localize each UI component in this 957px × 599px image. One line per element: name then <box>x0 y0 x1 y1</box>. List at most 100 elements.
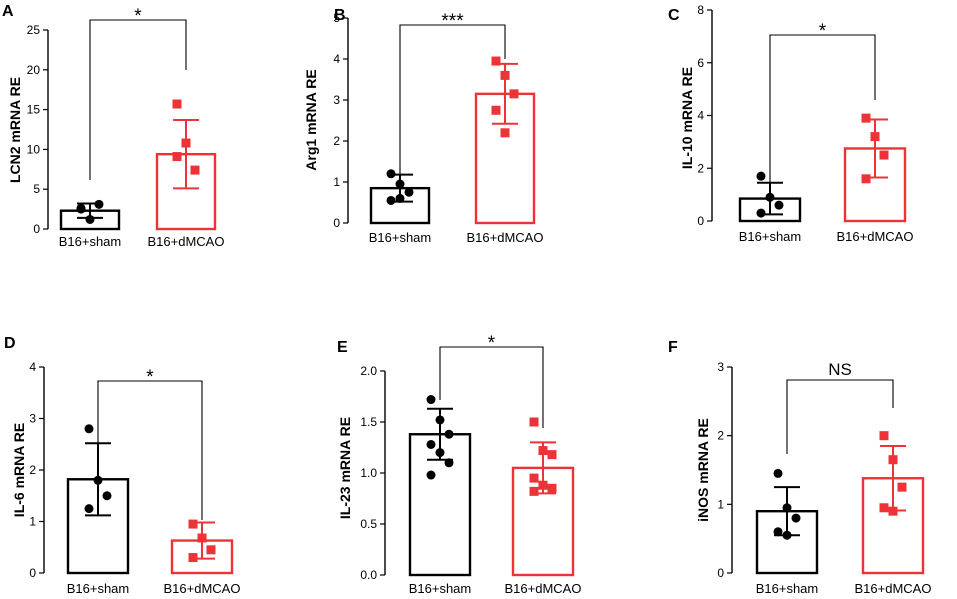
panel-f: F 0 1 2 3 iNOS mRNA RE B16+sham B16+dMCAO NS <box>668 339 931 596</box>
y-tick-label: 15 <box>27 103 41 117</box>
category-label-dmcao: B16+dMCAO <box>837 229 914 244</box>
panel-letter: F <box>668 339 678 356</box>
point-sham <box>386 195 396 205</box>
y-tick-label: 1.5 <box>360 415 377 429</box>
point-sham <box>84 504 94 514</box>
point-dmcao <box>861 174 871 184</box>
panel-letter: C <box>668 7 680 24</box>
point-sham <box>395 179 405 189</box>
y-tick-label: 4 <box>29 360 36 374</box>
y-tick-label: 6 <box>697 56 704 70</box>
y-tick-label: 2 <box>697 161 704 175</box>
point-sham <box>782 503 792 513</box>
y-tick-label: 0.0 <box>360 568 377 582</box>
point-sham <box>386 169 396 179</box>
point-dmcao <box>500 128 510 138</box>
y-tick-label: 25 <box>27 23 41 37</box>
y-tick-label: 0.5 <box>360 517 377 531</box>
point-dmcao <box>529 417 539 427</box>
y-tick-label: 0 <box>697 214 704 228</box>
point-dmcao <box>188 519 198 529</box>
point-dmcao <box>491 56 501 66</box>
point-dmcao <box>509 89 519 99</box>
y-axis-label: IL-10 mRNA RE <box>679 67 695 169</box>
y-axis-label: Arg1 mRNA RE <box>303 69 319 170</box>
point-sham <box>774 200 784 210</box>
y-tick-label: 1 <box>717 497 724 511</box>
point-sham <box>444 429 454 439</box>
category-label-sham: B16+sham <box>67 581 130 596</box>
point-dmcao <box>190 165 200 175</box>
point-dmcao <box>206 545 216 555</box>
point-dmcao <box>879 150 889 160</box>
point-sham <box>435 415 445 425</box>
y-tick-label: 5 <box>33 182 40 196</box>
point-dmcao <box>547 483 557 493</box>
significance-label: * <box>488 333 496 354</box>
point-dmcao <box>529 486 539 496</box>
panel-letter: D <box>4 335 16 352</box>
y-tick-label: 3 <box>29 412 36 426</box>
y-tick-label: 8 <box>697 3 704 17</box>
y-tick-label: 0 <box>33 222 40 236</box>
significance-label: *** <box>441 11 464 32</box>
y-tick-label: 3 <box>333 93 340 107</box>
significance-label: * <box>134 6 142 27</box>
point-dmcao <box>547 450 557 460</box>
point-sham <box>791 513 801 523</box>
y-tick-label: 1.0 <box>360 466 377 480</box>
point-sham <box>426 395 436 405</box>
point-dmcao <box>888 506 898 516</box>
significance-label: * <box>146 367 154 388</box>
significance-bracket <box>786 379 894 454</box>
y-axis-label: LCN2 mRNA RE <box>7 77 23 183</box>
point-dmcao <box>538 446 548 456</box>
y-tick-label: 10 <box>27 142 41 156</box>
point-sham <box>76 204 86 214</box>
category-label-sham: B16+sham <box>409 581 472 596</box>
y-axis-label: IL-23 mRNA RE <box>337 417 353 519</box>
y-tick-label: 3 <box>717 360 724 374</box>
category-label-dmcao: B16+dMCAO <box>467 230 544 245</box>
point-dmcao <box>500 70 510 80</box>
point-sham <box>765 192 775 202</box>
point-sham <box>395 193 405 203</box>
point-sham <box>756 171 766 181</box>
y-tick-label: 2 <box>717 429 724 443</box>
category-label-sham: B16+sham <box>756 581 819 596</box>
significance-label: * <box>819 21 827 42</box>
point-sham <box>444 458 454 468</box>
point-dmcao <box>888 455 898 465</box>
point-sham <box>404 187 414 197</box>
point-dmcao <box>188 553 198 563</box>
y-tick-label: 2 <box>29 463 36 477</box>
point-sham <box>102 491 112 501</box>
y-tick-label: 2.0 <box>360 364 377 378</box>
point-dmcao <box>861 113 871 123</box>
point-sham <box>435 448 445 458</box>
category-label-sham: B16+sham <box>369 230 432 245</box>
point-dmcao <box>181 138 191 148</box>
y-tick-label: 4 <box>697 109 704 123</box>
y-tick-label: 0 <box>29 566 36 580</box>
point-dmcao <box>538 480 548 490</box>
significance-bracket <box>97 380 203 520</box>
category-label-dmcao: B16+dMCAO <box>148 234 225 249</box>
point-dmcao <box>172 152 182 162</box>
point-sham <box>84 424 94 434</box>
category-label-dmcao: B16+dMCAO <box>855 581 932 596</box>
y-tick-label: 5 <box>333 11 340 25</box>
y-tick-label: 2 <box>333 134 340 148</box>
panel-a: A 0 5 10 15 20 25 LCN2 mRNA RE B16+sham B16+dMCAO… <box>2 3 224 249</box>
point-sham <box>85 214 95 224</box>
point-dmcao <box>870 132 880 142</box>
point-dmcao <box>879 431 889 441</box>
significance-bracket <box>769 34 876 195</box>
point-dmcao <box>897 482 907 492</box>
significance-bracket <box>439 346 544 428</box>
y-tick-label: 1 <box>29 515 36 529</box>
point-dmcao <box>491 105 501 115</box>
panel-letter: A <box>2 3 14 20</box>
significance-label: NS <box>828 360 852 379</box>
